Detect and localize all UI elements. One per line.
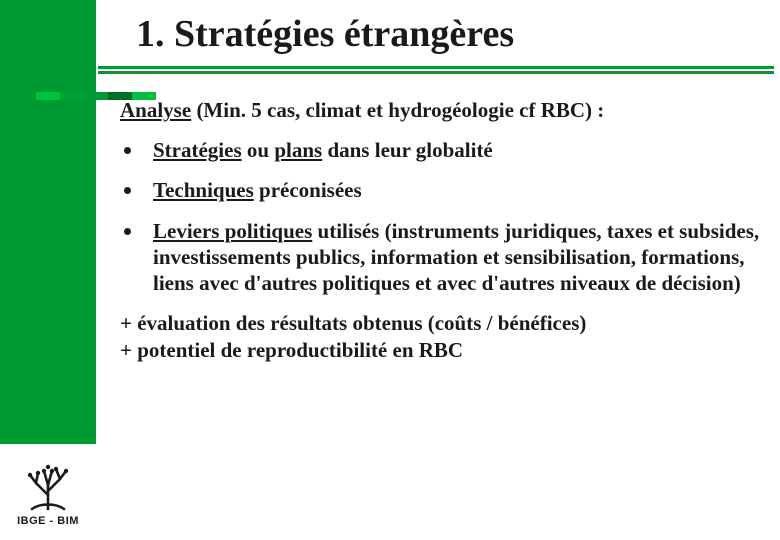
- bullet-text: Stratégies ou plans dans leur globalité: [153, 137, 493, 163]
- intro-line: Analyse (Min. 5 cas, climat et hydrogéol…: [120, 98, 766, 123]
- footer-line: + potentiel de reproductibilité en RBC: [120, 337, 766, 363]
- list-item: Techniques préconisées: [124, 177, 766, 203]
- intro-underlined: Analyse: [120, 98, 191, 122]
- bullet-list: Stratégies ou plans dans leur globalité T…: [120, 137, 766, 296]
- bullet-dot: [124, 147, 131, 154]
- double-rule: [98, 66, 774, 74]
- bullet-text: Techniques préconisées: [153, 177, 362, 203]
- logo-label: IBGE - BIM: [17, 515, 79, 527]
- intro-rest: (Min. 5 cas, climat et hydrogéologie cf …: [191, 98, 604, 122]
- list-item: Stratégies ou plans dans leur globalité: [124, 137, 766, 163]
- list-item: Leviers politiques utilisés (instruments…: [124, 218, 766, 297]
- sidebar: IBGE - BIM: [0, 0, 96, 540]
- bullet-dot: [124, 187, 131, 194]
- bullet-dot: [124, 228, 131, 235]
- footer-lines: + évaluation des résultats obtenus (coût…: [120, 310, 766, 363]
- tree-icon: [22, 461, 74, 511]
- body: Analyse (Min. 5 cas, climat et hydrogéol…: [96, 74, 780, 363]
- page-title: 1. Stratégies étrangères: [96, 0, 780, 66]
- content: 1. Stratégies étrangères Analyse (Min. 5…: [96, 0, 780, 540]
- footer-line: + évaluation des résultats obtenus (coût…: [120, 310, 766, 336]
- logo-box: IBGE - BIM: [0, 444, 96, 540]
- decor-strip: [36, 92, 156, 100]
- bullet-text: Leviers politiques utilisés (instruments…: [153, 218, 766, 297]
